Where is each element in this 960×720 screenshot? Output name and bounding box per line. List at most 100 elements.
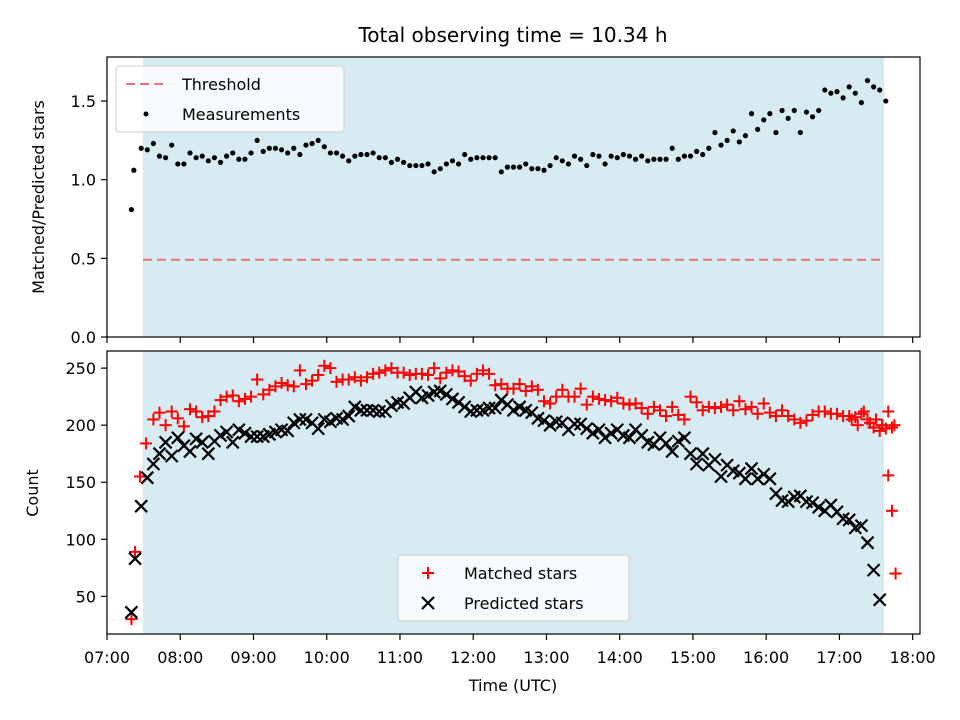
matched-star-point bbox=[129, 545, 142, 558]
matched-star-point bbox=[458, 370, 471, 383]
measurement-point bbox=[767, 111, 773, 117]
matched-star-point bbox=[470, 367, 483, 380]
measurement-point bbox=[626, 153, 633, 159]
measurement-point bbox=[260, 148, 266, 154]
predicted-star-point bbox=[744, 461, 759, 476]
matched-star-point bbox=[888, 419, 901, 432]
measurement-point bbox=[254, 137, 260, 143]
matched-star-point bbox=[806, 408, 819, 421]
matched-star-point bbox=[635, 402, 648, 415]
measurement-point bbox=[358, 151, 364, 158]
legend-measurements-label: Measurements bbox=[182, 105, 300, 124]
matched-star-point bbox=[653, 404, 666, 417]
predicted-star-point bbox=[164, 449, 179, 463]
predicted-star-point bbox=[763, 472, 777, 486]
matched-star-point bbox=[397, 366, 410, 379]
legend-measurements-swatch bbox=[143, 111, 149, 117]
measurement-point bbox=[791, 107, 797, 114]
predicted-star-point bbox=[124, 605, 139, 620]
matched-star-point bbox=[794, 416, 807, 429]
predicted-star-point bbox=[470, 403, 484, 418]
measurement-point bbox=[224, 153, 230, 159]
predicted-star-point bbox=[708, 452, 722, 467]
x-tick-label: 13:00 bbox=[523, 648, 569, 667]
predicted-star-point bbox=[689, 457, 704, 471]
y-tick-label: 100 bbox=[65, 530, 96, 549]
matched-star-point bbox=[354, 374, 367, 387]
measurement-point bbox=[639, 153, 645, 159]
matched-star-point bbox=[745, 400, 758, 413]
matched-star-point bbox=[190, 405, 203, 418]
matched-star-point bbox=[177, 420, 190, 433]
measurement-point bbox=[773, 129, 779, 136]
measurement-point bbox=[437, 166, 443, 172]
matched-star-point bbox=[885, 504, 898, 517]
predicted-star-point bbox=[311, 421, 325, 436]
measurement-point bbox=[144, 147, 150, 153]
measurement-point bbox=[468, 156, 474, 162]
measurement-point bbox=[803, 109, 810, 115]
measurement-point bbox=[797, 129, 803, 136]
matched-star-point bbox=[165, 405, 178, 418]
measurement-point bbox=[730, 128, 736, 134]
measurement-point bbox=[602, 161, 608, 167]
x-tick-label: 12:00 bbox=[450, 648, 496, 667]
matched-star-point bbox=[434, 372, 447, 385]
measurement-point bbox=[675, 156, 681, 162]
matched-star-point bbox=[611, 391, 624, 404]
measurement-point bbox=[614, 155, 620, 161]
measurement-point bbox=[565, 161, 572, 167]
top-y-ticks: 0.0 0.5 1.0 1.5 bbox=[71, 92, 107, 347]
measurement-point bbox=[547, 162, 553, 169]
measurement-point bbox=[388, 159, 395, 165]
measurement-point bbox=[858, 100, 865, 106]
measurement-point bbox=[785, 115, 791, 121]
predicted-star-point bbox=[183, 444, 197, 459]
matched-star-point bbox=[727, 404, 740, 417]
matched-star-point bbox=[757, 397, 770, 410]
measurement-point bbox=[748, 111, 755, 117]
x-tick-label: 17:00 bbox=[816, 648, 862, 667]
top-axes-frame bbox=[106, 56, 921, 338]
measurement-point bbox=[309, 140, 315, 147]
predicted-star-point bbox=[592, 422, 606, 437]
top-legend-box bbox=[115, 65, 345, 133]
measurement-point bbox=[510, 164, 517, 170]
predicted-star-point bbox=[872, 592, 887, 607]
measurement-point bbox=[339, 153, 346, 159]
matched-star-point bbox=[367, 367, 380, 380]
y-tick-label: 250 bbox=[65, 359, 96, 378]
matched-star-point bbox=[721, 398, 734, 411]
ratio-chart: Total observing time = 10.34 h 0.0 0.5 1.0… bbox=[29, 23, 921, 347]
measurement-point bbox=[128, 206, 135, 213]
predicted-star-point bbox=[134, 499, 148, 513]
matched-star-point bbox=[782, 410, 795, 423]
measurement-point bbox=[425, 161, 431, 167]
bottom-x-axis-label: Time (UTC) bbox=[468, 676, 557, 695]
matched-star-point bbox=[519, 384, 532, 397]
x-tick-label: 10:00 bbox=[304, 648, 350, 667]
legend-predicted-swatch bbox=[421, 596, 435, 610]
measurement-point bbox=[694, 148, 700, 154]
matched-star-point bbox=[214, 394, 227, 407]
predicted-star-point bbox=[293, 412, 307, 427]
measurement-point bbox=[236, 156, 242, 162]
matched-star-point bbox=[428, 362, 441, 375]
matched-star-point bbox=[422, 368, 435, 381]
predicted-star-point bbox=[866, 563, 881, 577]
matched-star-point bbox=[385, 362, 398, 375]
top-legend: Threshold Measurements bbox=[115, 65, 345, 133]
matched-star-point bbox=[870, 413, 883, 426]
matched-star-point bbox=[513, 378, 526, 391]
matched-star-point bbox=[238, 392, 251, 405]
chart-title: Total observing time = 10.34 h bbox=[357, 23, 667, 47]
measurement-point bbox=[376, 155, 382, 161]
matched-star-point bbox=[568, 390, 581, 403]
predicted-star-point bbox=[695, 446, 710, 461]
measurement-point bbox=[217, 159, 224, 165]
matched-star-point bbox=[708, 402, 721, 415]
matched-star-point bbox=[275, 376, 288, 389]
matched-star-point bbox=[715, 400, 728, 413]
measurement-point bbox=[248, 150, 254, 156]
x-tick-label: 18:00 bbox=[890, 648, 936, 667]
